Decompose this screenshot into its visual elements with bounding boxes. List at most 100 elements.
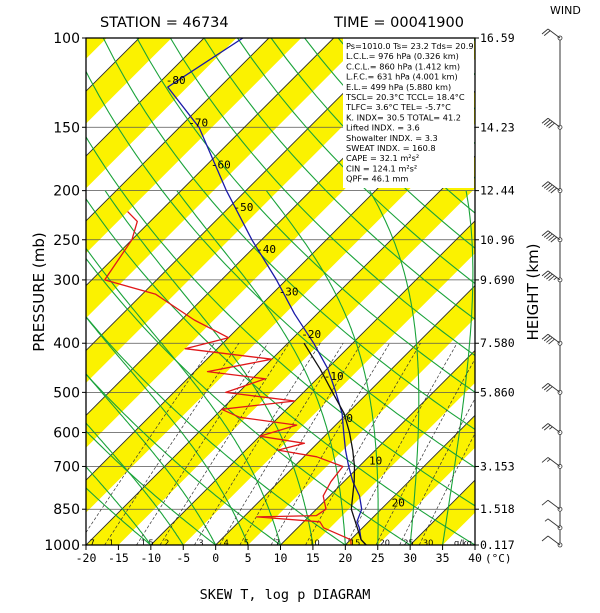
isotherm-line: [86, 38, 334, 287]
isotherm-band: [86, 38, 431, 383]
pressure-tick-label: 200: [53, 184, 80, 200]
dry-adiabat-line: [237, 38, 475, 285]
wind-barb: [541, 333, 563, 346]
index-line: TSCL= 20.3°C TCCL= 18.4°C: [345, 92, 465, 102]
wind-label: WIND: [550, 4, 581, 17]
temperature-tick-label: -10: [140, 551, 161, 565]
y-axis-label: PRESSURE (mb): [30, 232, 48, 351]
isotherm-label: -50: [234, 201, 254, 214]
dry-adiabat-line: [86, 373, 281, 545]
wind-column: [541, 28, 563, 548]
temperature-tick-label: -15: [108, 551, 129, 565]
mixing-ratio-label: 25: [403, 538, 413, 548]
height-tick-label: 7.580: [480, 336, 515, 350]
moist-adiabat-line: [176, 190, 346, 545]
x-axis-label: (°C): [485, 552, 512, 565]
height-tick-label: 16.59: [480, 31, 515, 45]
pressure-tick-label: 100: [53, 31, 80, 47]
isotherm-line: [86, 38, 205, 157]
isotherm-band: [86, 38, 172, 124]
mixing-ratio-line: [239, 343, 362, 545]
index-line: Showalter INDX. = 3.3: [346, 133, 438, 143]
dry-adiabat-line: [0, 38, 21, 545]
isotherm-line: [280, 349, 475, 545]
isotherm-line: [345, 414, 475, 545]
dry-adiabat-line: [573, 38, 600, 545]
index-line: Lifted INDX. = 3.6: [346, 123, 420, 133]
pressure-tick-label: 700: [53, 459, 80, 475]
temperature-tick-label: 10: [274, 551, 288, 565]
isotherm-band: [86, 38, 107, 59]
index-line: L.C.L.= 976 hPa (0.326 km): [346, 51, 459, 61]
dry-adiabat-line: [86, 315, 346, 545]
pressure-tick-label: 1000: [44, 538, 80, 554]
mixing-ratio-line: [159, 343, 290, 545]
moist-adiabat-line: [86, 422, 184, 545]
axes: 100150200250300400500600700850100016.591…: [44, 31, 514, 565]
dry-adiabat-line: [203, 38, 475, 320]
height-tick-label: 5.860: [480, 385, 515, 399]
isotherm-label: -10: [324, 370, 344, 383]
isotherm-labels: -80 -70 -60 -50 -40 -30 -20 -10 0 10 20: [166, 74, 405, 510]
height-axis-label: HEIGHT (km): [524, 243, 542, 340]
wind-barb: [541, 181, 563, 194]
mixing-ratio-line: [418, 432, 475, 545]
dry-adiabat-line: [169, 38, 475, 357]
isotherm-label: 10: [369, 455, 382, 468]
wind-barb: [541, 423, 563, 435]
mixing-ratio-label: 4: [224, 538, 229, 548]
wind-barb: [541, 117, 563, 130]
index-line: SWEAT INDX. = 160.8: [346, 143, 436, 153]
mixing-ratio-label: 15: [350, 538, 360, 548]
isobar-lines: [86, 38, 475, 545]
indices-text: Ps=1010.0 Ts= 23.2 Tds= 20.9L.C.L.= 976 …: [345, 41, 474, 184]
mixing-ratio-unit: g/kg: [454, 538, 472, 548]
mixing-ratio-line: [136, 343, 269, 545]
temperature-tick-label: 30: [403, 551, 417, 565]
wind-barb: [541, 535, 563, 548]
temperature-tick-label: 5: [245, 551, 252, 565]
isotherm-line: [215, 285, 475, 545]
moist-adiabat-line: [265, 190, 379, 545]
index-line: CIN = 124.1 m²s²: [346, 163, 417, 173]
moist-adiabat-lines: [86, 190, 475, 545]
isotherm-line: [86, 38, 270, 222]
sounding-profile-line: [104, 211, 352, 545]
height-tick-label: 9.690: [480, 273, 515, 287]
mixing-ratio-label: 1: [109, 538, 114, 548]
dry-adiabat-line: [86, 257, 411, 545]
dry-adiabat-line: [102, 38, 475, 431]
mixing-ratio-label: 3: [198, 538, 203, 548]
wind-barb: [544, 518, 563, 531]
mixing-ratio-label: 10: [309, 538, 319, 548]
isotherm-line: [0, 38, 10, 545]
temperature-tick-label: -5: [176, 551, 190, 565]
mixing-ratio-label: 20: [380, 538, 390, 548]
height-tick-label: 1.518: [480, 502, 515, 516]
sounding-profiles: [104, 38, 367, 545]
moist-adiabat-line: [86, 316, 249, 545]
height-tick-label: 14.23: [480, 120, 515, 134]
mixing-ratio-lines: [86, 343, 475, 545]
pressure-tick-label: 850: [53, 502, 80, 518]
wind-barb: [541, 499, 563, 512]
isotherm-label: 0: [346, 412, 353, 425]
isotherm-label: -80: [166, 74, 186, 87]
chart-title: SKEW T, log p DIAGRAM: [200, 587, 371, 603]
moist-adiabat-line: [86, 373, 217, 545]
isotherm-band: [86, 38, 367, 319]
mixing-ratio-line: [104, 343, 240, 545]
wind-barb: [541, 270, 563, 283]
mixing-ratio-line: [219, 343, 344, 545]
wind-barb: [541, 28, 563, 41]
moist-adiabat-line: [86, 466, 152, 545]
temperature-tick-label: 40: [468, 551, 482, 565]
height-tick-label: 12.44: [480, 184, 515, 198]
pressure-tick-label: 400: [53, 336, 80, 352]
dry-adiabat-line: [86, 487, 152, 545]
isotherm-label: 20: [392, 497, 405, 510]
index-line: TLFC= 3.6°C TEL= -5.7°C: [345, 102, 451, 112]
mixing-ratio-label: 2: [164, 538, 169, 548]
sounding-profile-line: [167, 38, 367, 545]
time-label: TIME = 00041900: [333, 15, 464, 31]
